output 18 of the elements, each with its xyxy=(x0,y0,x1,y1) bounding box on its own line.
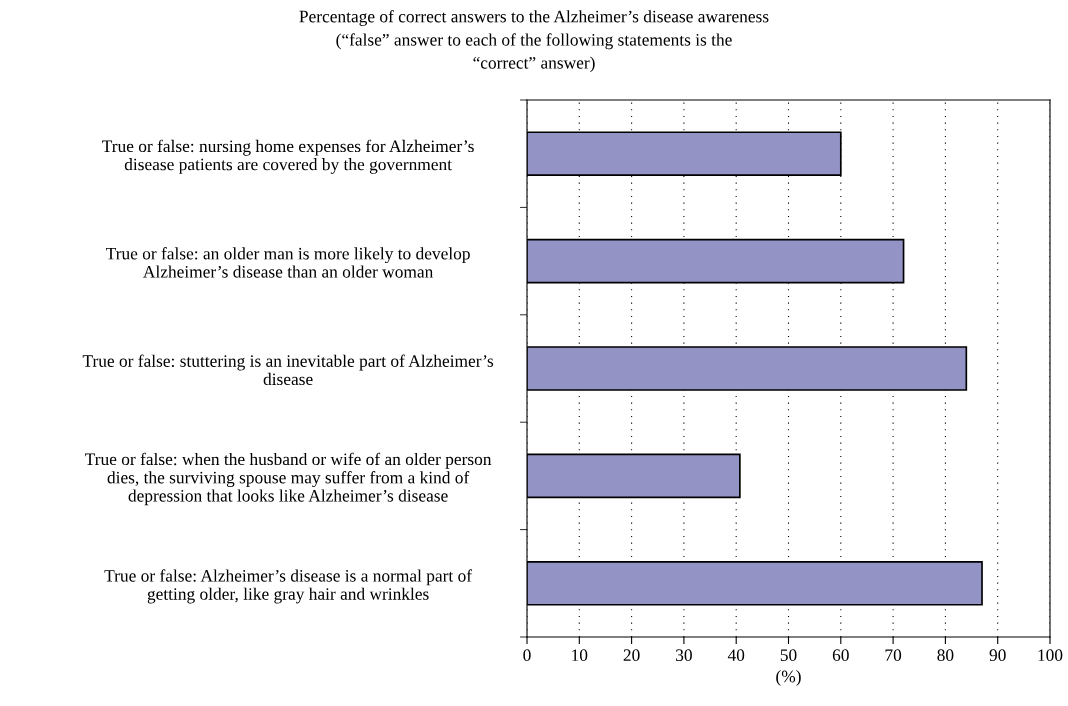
x-tick-label: 70 xyxy=(885,649,902,662)
chart-title: Percentage of correct answers to the Alzheimer’s disease awareness (“false” answer to each of the following statements is the “correct” answer) xyxy=(299,10,769,73)
x-tick-label: 90 xyxy=(989,649,1006,662)
y-tick-label: True or false: Alzheimer’s disease is a normal part of getting older, like gray hair and wrinkles xyxy=(104,569,473,604)
x-tick-label: 0 xyxy=(523,649,531,662)
y-tick-label: True or false: when the husband or wife of an older person dies, the surviving spouse may suffer from a kind of depression that looks like Alzheimer’s disease xyxy=(85,452,492,506)
x-tick-label: 80 xyxy=(937,649,954,662)
x-tick-label: 60 xyxy=(832,649,849,662)
x-tick-label: 50 xyxy=(780,649,797,662)
x-tick-label: 10 xyxy=(572,649,588,662)
x-tick-label: 30 xyxy=(676,649,692,662)
x-axis-title: (%) xyxy=(776,670,801,686)
x-tick-label: 40 xyxy=(727,649,745,662)
y-tick-label: True or false: stuttering is an inevitable part of Alzheimer’s disease xyxy=(82,354,494,386)
y-tick-label: True or false: an older man is more likely to develop Alzheimer’s disease than an older woman xyxy=(106,247,470,278)
y-tick-label: True or false: nursing home expenses for Alzheimer’s disease patients are covered by the government xyxy=(102,139,474,174)
x-tick-label: 100 xyxy=(1038,649,1063,662)
x-tick-label: 20 xyxy=(623,649,640,662)
